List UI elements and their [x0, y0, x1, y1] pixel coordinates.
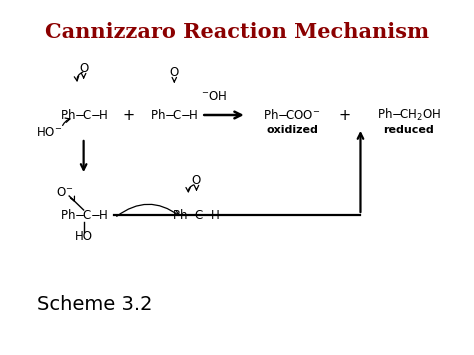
Text: Ph$-\!$C$-\!$H: Ph$-\!$C$-\!$H: [150, 108, 199, 122]
Text: Scheme 3.2: Scheme 3.2: [37, 295, 153, 315]
Text: Ph$-\!$CH$_2$OH: Ph$-\!$CH$_2$OH: [377, 107, 441, 123]
Text: O$^{-}$: O$^{-}$: [55, 186, 73, 198]
Text: oxidized: oxidized: [266, 125, 318, 135]
Text: O: O: [79, 61, 88, 75]
Text: $^{-}$OH: $^{-}$OH: [201, 89, 227, 103]
Text: HO$^{-}$: HO$^{-}$: [36, 126, 62, 138]
Text: reduced: reduced: [383, 125, 434, 135]
Text: Ph$-\!$C$-\!$H: Ph$-\!$C$-\!$H: [60, 108, 108, 122]
Text: O: O: [192, 174, 201, 186]
Text: +: +: [123, 108, 135, 122]
Text: HO: HO: [74, 230, 92, 244]
Text: +: +: [338, 108, 350, 122]
Text: Cannizzaro Reaction Mechanism: Cannizzaro Reaction Mechanism: [45, 22, 429, 42]
Text: Ph$-\!$C$-\!$H: Ph$-\!$C$-\!$H: [173, 208, 220, 222]
Text: Ph$-\!$C$-\!$H: Ph$-\!$C$-\!$H: [60, 208, 108, 222]
Text: O: O: [170, 66, 179, 78]
Text: Ph$-\!$COO$^{-}$: Ph$-\!$COO$^{-}$: [264, 108, 320, 122]
